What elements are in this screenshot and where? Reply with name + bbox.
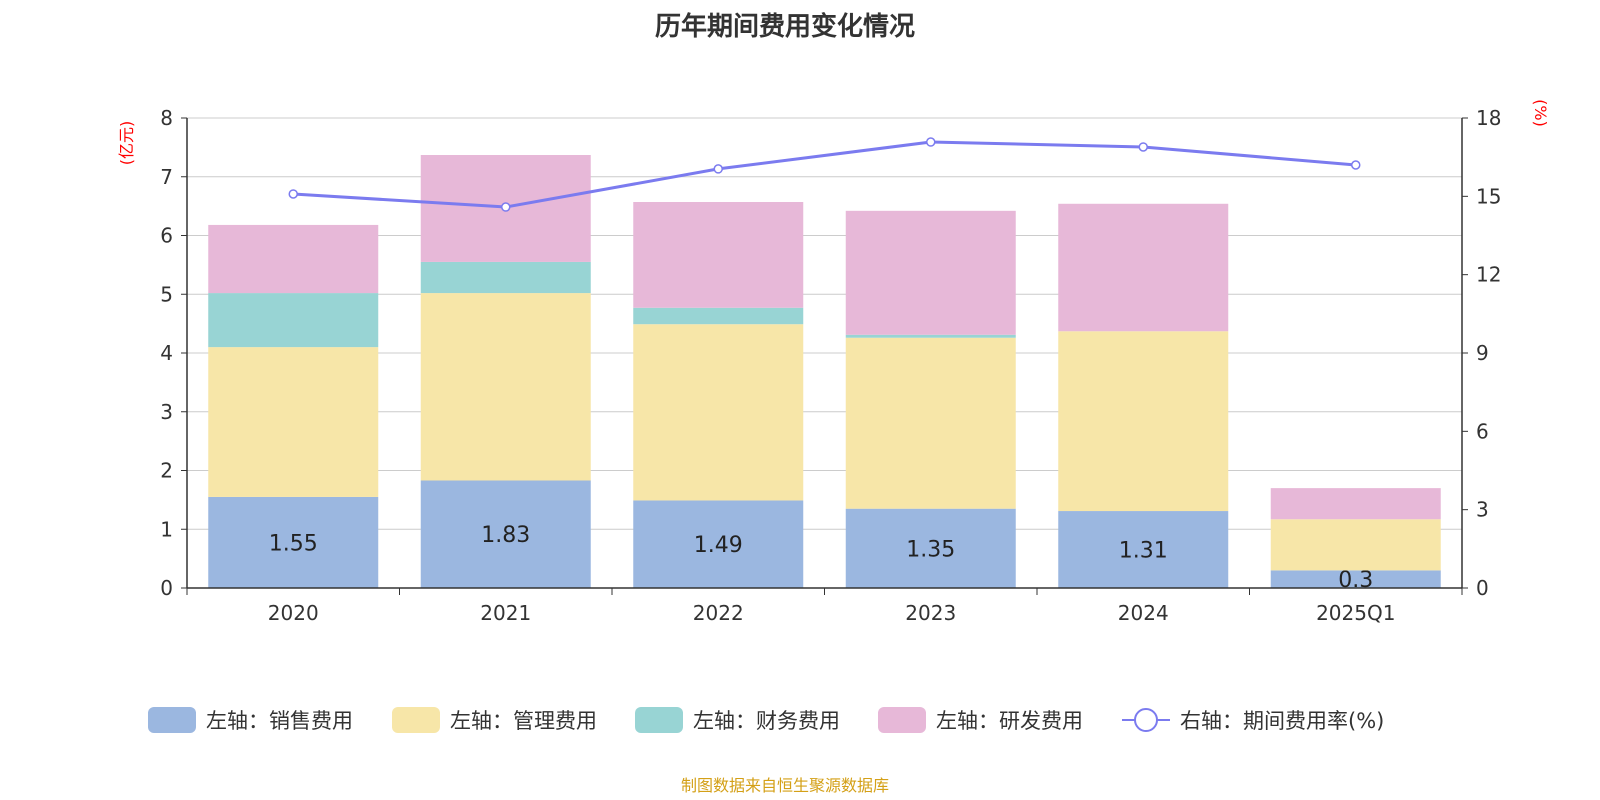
- legend-label: 右轴：期间费用率(%): [1180, 709, 1384, 733]
- x-tick-label: 2023: [905, 601, 956, 625]
- bar-data-label: 1.35: [906, 537, 955, 562]
- line-point: [1138, 142, 1148, 152]
- bar-segment: [633, 324, 804, 501]
- left-tick-label: 7: [160, 165, 173, 189]
- chart-svg: 0123456780369121518(亿元)(%)1.5520201.8320…: [117, 99, 1550, 733]
- legend-swatch: [635, 707, 683, 733]
- right-tick-label: 0: [1476, 576, 1489, 600]
- bar-segment: [420, 480, 591, 588]
- bar-segment: [1270, 488, 1441, 520]
- line-point: [1351, 160, 1361, 170]
- bar-segment: [633, 500, 804, 588]
- bar-data-label: 1.83: [481, 523, 530, 548]
- bar-segment: [845, 210, 1016, 335]
- bar-segment: [420, 293, 591, 481]
- bar-data-label: 1.49: [694, 533, 743, 558]
- right-tick-label: 9: [1476, 341, 1489, 365]
- bar-segment: [1058, 331, 1229, 512]
- line-point: [926, 137, 936, 147]
- legend-label: 左轴：研发费用: [936, 709, 1083, 733]
- bar-segment: [633, 202, 804, 308]
- bar-segment: [845, 508, 1016, 588]
- bar-segment: [420, 261, 591, 294]
- legend-swatch: [392, 707, 440, 733]
- bar-segment: [1058, 203, 1229, 332]
- right-tick-label: 12: [1476, 263, 1501, 287]
- bar-segment: [1058, 511, 1229, 588]
- right-tick-label: 6: [1476, 419, 1489, 443]
- x-tick-label: 2020: [268, 601, 319, 625]
- x-tick-label: 2022: [693, 601, 744, 625]
- line-point: [288, 189, 298, 199]
- left-tick-label: 8: [160, 106, 173, 130]
- bar-segment: [208, 224, 379, 294]
- right-axis-label: (%): [1531, 99, 1550, 127]
- legend-swatch: [148, 707, 196, 733]
- bar-segment: [633, 307, 804, 325]
- bar-segment: [1270, 570, 1441, 588]
- left-tick-label: 6: [160, 224, 173, 248]
- right-tick-label: 18: [1476, 106, 1501, 130]
- left-tick-label: 3: [160, 400, 173, 424]
- chart-title: 历年期间费用变化情况: [654, 12, 915, 42]
- line-point: [713, 164, 723, 174]
- left-tick-label: 4: [160, 341, 173, 365]
- line-point: [501, 202, 511, 212]
- bar-data-label: 1.31: [1119, 539, 1168, 564]
- bar-segment: [208, 347, 379, 497]
- bar-segment: [1270, 519, 1441, 571]
- source-note: 制图数据来自恒生聚源数据库: [680, 776, 889, 795]
- bar-segment: [845, 337, 1016, 509]
- right-tick-label: 15: [1476, 184, 1501, 208]
- left-tick-label: 5: [160, 282, 173, 306]
- line-series: [293, 140, 1356, 209]
- left-tick-label: 2: [160, 459, 173, 483]
- bar-segment: [208, 496, 379, 588]
- legend-label: 左轴：销售费用: [206, 709, 353, 733]
- bar-segment: [845, 334, 1016, 338]
- x-tick-label: 2025Q1: [1316, 601, 1395, 625]
- right-tick-label: 3: [1476, 498, 1489, 522]
- left-tick-label: 1: [160, 517, 173, 541]
- x-tick-label: 2021: [480, 601, 531, 625]
- left-tick-label: 0: [160, 576, 173, 600]
- bar-data-label: 1.55: [269, 531, 318, 556]
- legend-swatch: [878, 707, 926, 733]
- legend-label: 左轴：管理费用: [450, 709, 597, 733]
- legend-label: 左轴：财务费用: [693, 709, 840, 733]
- left-axis-label: (亿元): [117, 121, 136, 166]
- x-tick-label: 2024: [1118, 601, 1169, 625]
- bar-data-label: 0.3: [1338, 568, 1373, 593]
- legend-marker-icon: [1134, 708, 1158, 732]
- bar-segment: [208, 293, 379, 348]
